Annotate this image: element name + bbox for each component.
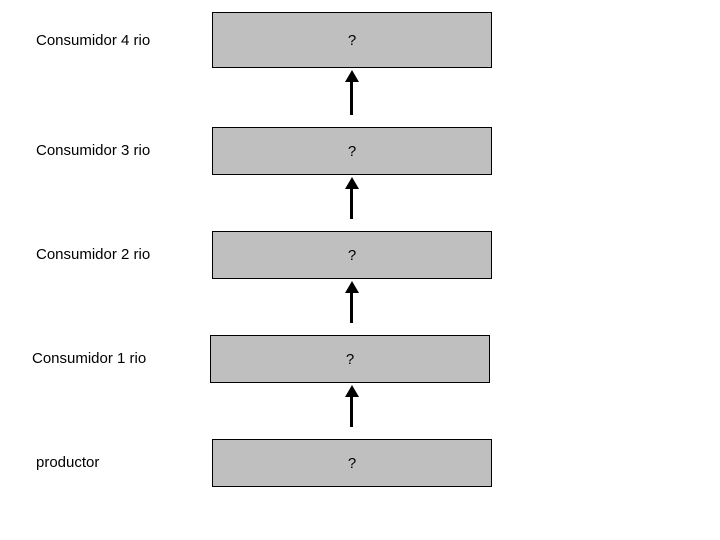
level-box: ?: [212, 439, 492, 487]
level-label: productor: [36, 454, 99, 471]
box-text: ?: [346, 351, 354, 368]
box-text: ?: [348, 247, 356, 264]
level-label: Consumidor 3 rio: [36, 142, 150, 159]
level-box: ?: [212, 231, 492, 279]
level-label: Consumidor 1 rio: [32, 350, 146, 367]
level-box: ?: [210, 335, 490, 383]
level-label: Consumidor 4 rio: [36, 32, 150, 49]
arrow-icon: [350, 187, 353, 219]
box-text: ?: [348, 32, 356, 49]
level-box: ?: [212, 12, 492, 68]
level-box: ?: [212, 127, 492, 175]
arrow-icon: [350, 80, 353, 115]
box-text: ?: [348, 143, 356, 160]
arrow-icon: [350, 291, 353, 323]
arrow-icon: [350, 395, 353, 427]
box-text: ?: [348, 455, 356, 472]
level-label: Consumidor 2 rio: [36, 246, 150, 263]
